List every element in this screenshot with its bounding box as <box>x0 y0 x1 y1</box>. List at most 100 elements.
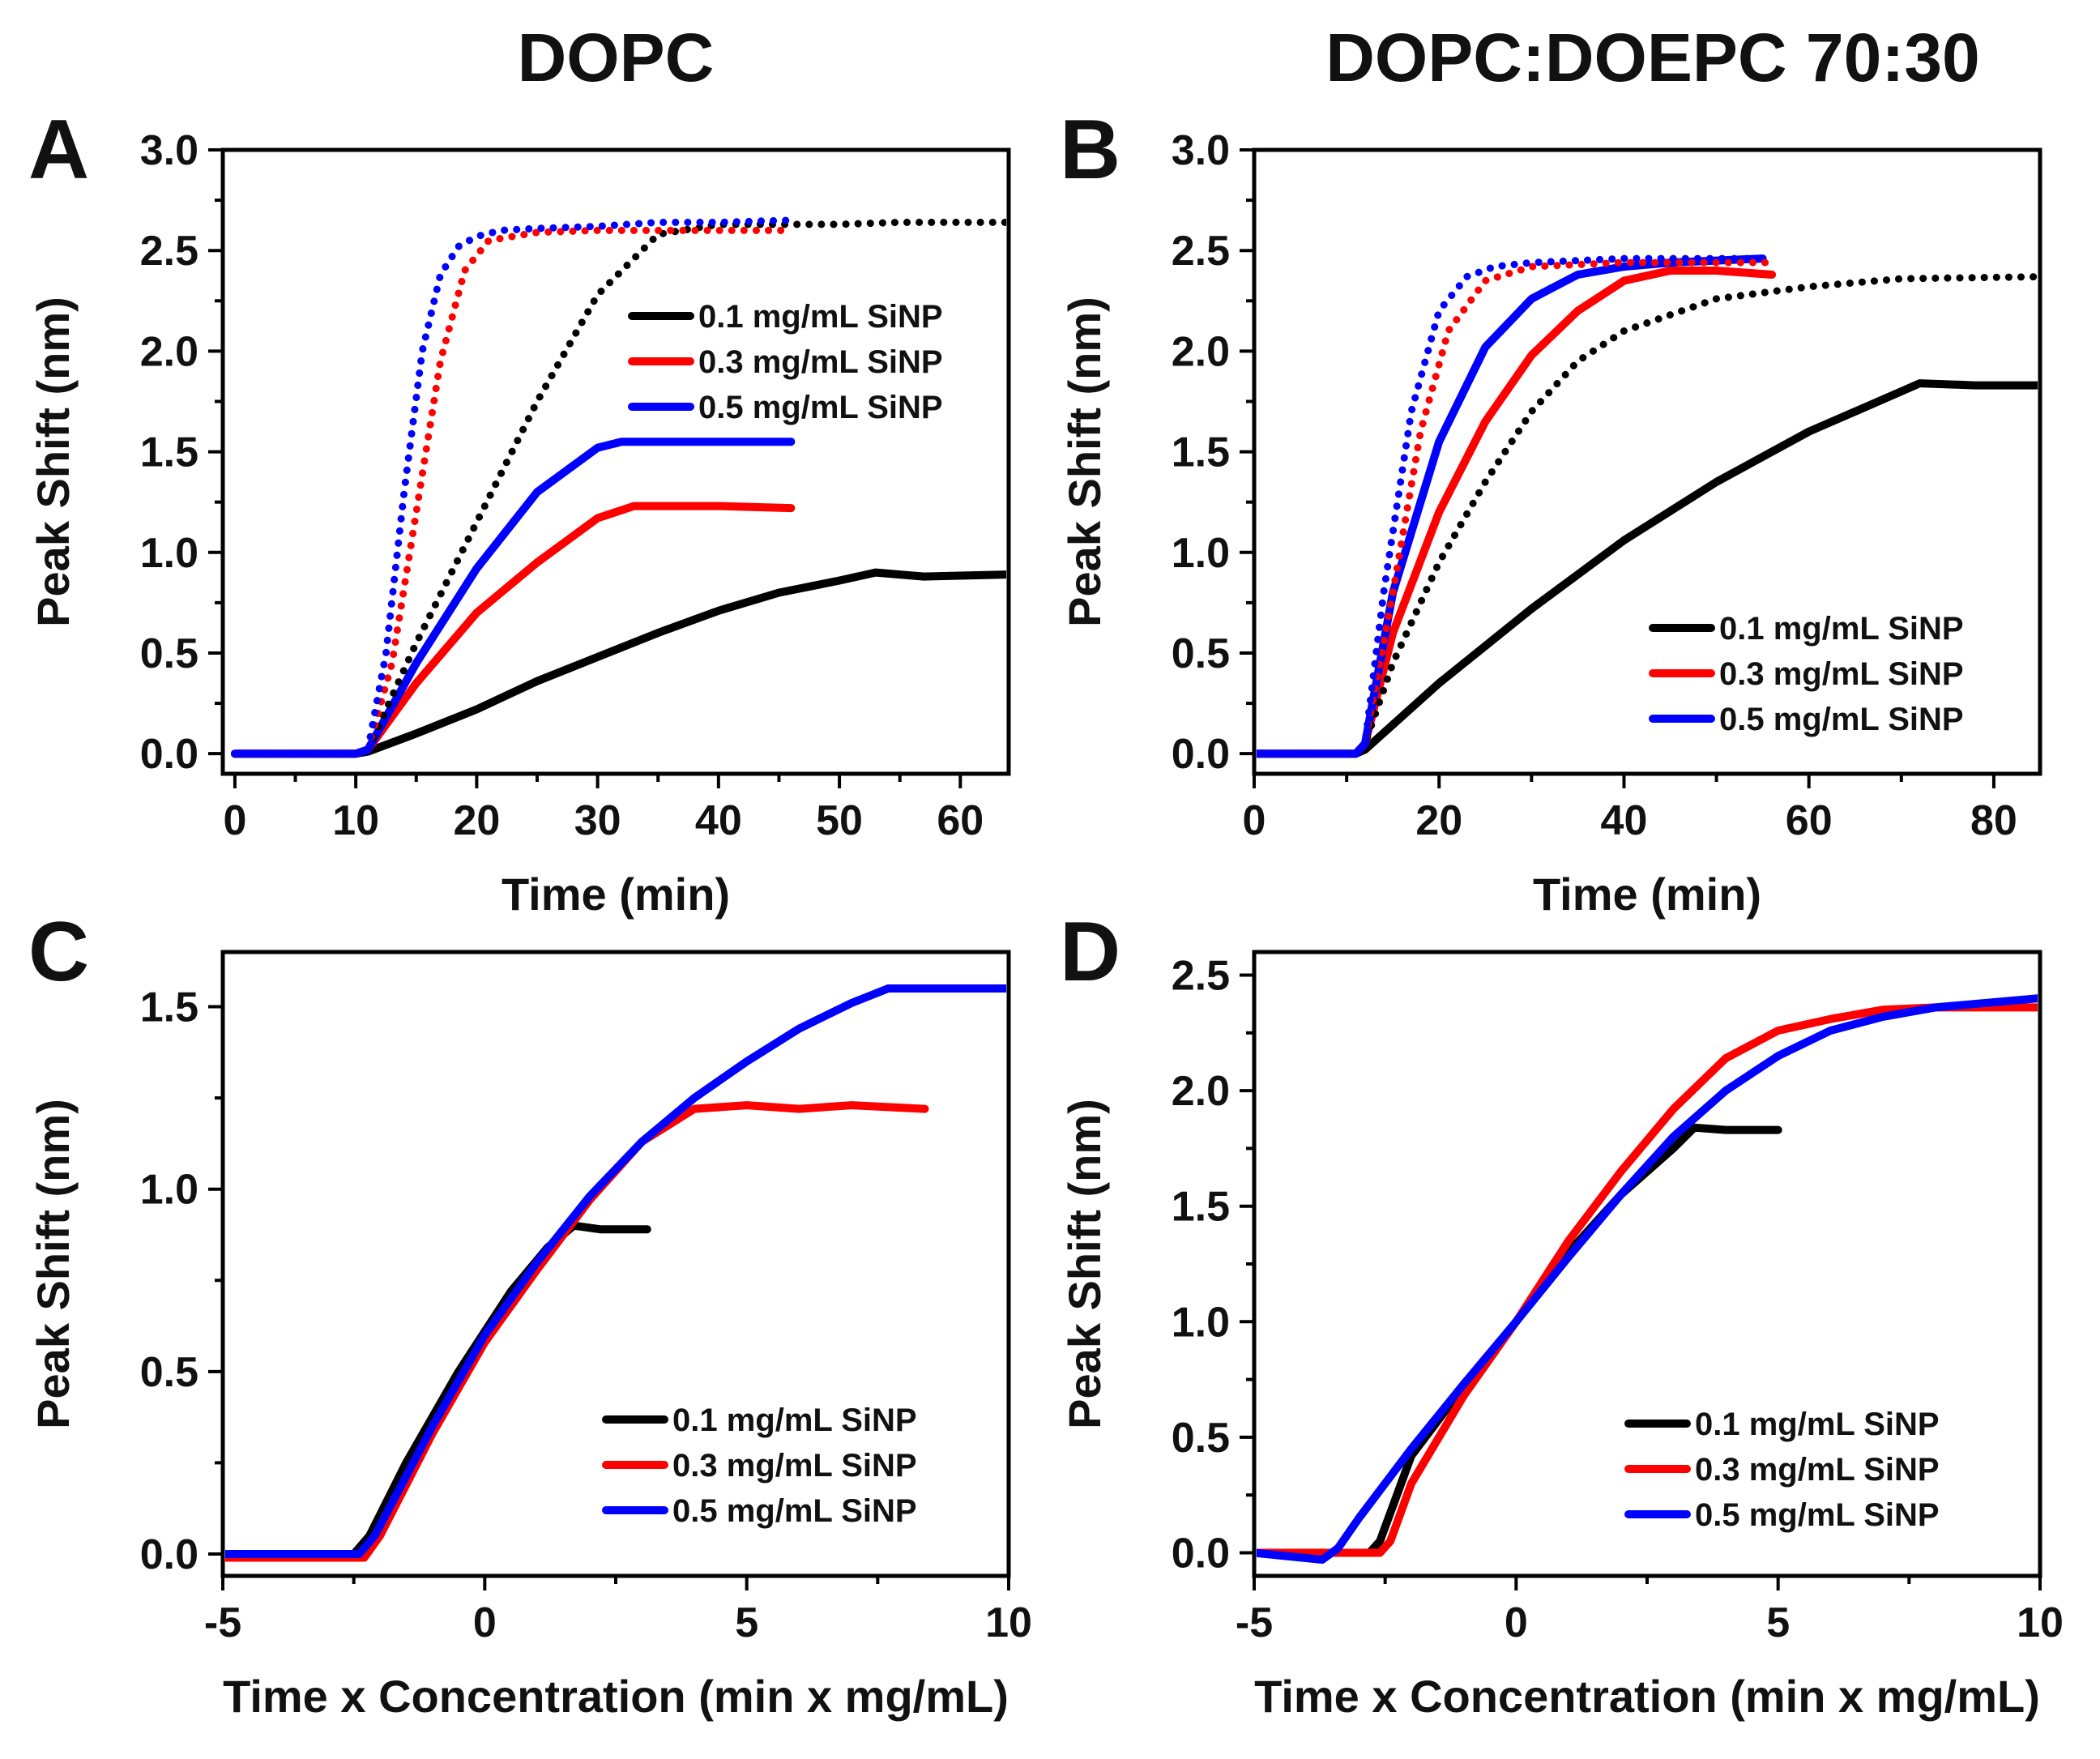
y-tick-label: 2.0 <box>1172 328 1230 375</box>
y-tick-label: 0.0 <box>1172 731 1230 778</box>
y-tick-label: 3.0 <box>140 127 198 174</box>
y-tick-label: 0.5 <box>140 630 198 677</box>
series-line-0-1-mg-ml-sinp <box>230 568 1006 758</box>
legend-label: 0.3 mg/mL SiNP <box>672 1448 917 1484</box>
y-axis-title: Peak Shift (nm) <box>1059 297 1110 627</box>
x-tick-label: 5 <box>1766 1599 1790 1646</box>
x-axis-title: Time (min) <box>502 869 730 920</box>
x-tick-label: 5 <box>735 1599 758 1646</box>
series-line-0-3-mg-ml-sinp <box>230 502 796 758</box>
x-tick-label: 10 <box>2017 1599 2064 1646</box>
legend-label: 0.3 mg/mL SiNP <box>698 344 943 380</box>
y-axis-title: Peak Shift (nm) <box>28 297 79 627</box>
y-tick-label: 2.5 <box>140 228 198 275</box>
legend: 0.1 mg/mL SiNP 0.3 mg/mL SiNP 0.5 mg/mL Si… <box>602 1403 917 1529</box>
panel-letter: A <box>28 103 89 197</box>
legend-label: 0.1 mg/mL SiNP <box>1719 611 1964 647</box>
series-dotted-0-5-mg-ml-sinp-dotted <box>231 216 795 758</box>
y-tick-label: 1.5 <box>1172 1184 1230 1231</box>
x-tick-label: 20 <box>453 797 500 844</box>
x-tick-label: 0 <box>1243 797 1266 844</box>
y-tick-label: 1.0 <box>1172 1299 1230 1346</box>
panel-letter: C <box>28 905 89 999</box>
x-tick-label: 10 <box>332 797 379 844</box>
series-line-0-3-mg-ml-sinp <box>225 1101 929 1562</box>
x-tick-label: 60 <box>1786 797 1833 844</box>
panel-letter: B <box>1060 103 1120 197</box>
legend-label: 0.5 mg/mL SiNP <box>1719 702 1964 737</box>
legend-label: 0.5 mg/mL SiNP <box>698 390 943 425</box>
y-tick-label: 0.0 <box>140 1531 198 1578</box>
y-tick-label: 3.0 <box>1172 127 1230 174</box>
x-axis-title: Time x Concentration (min x mg/mL) <box>1254 1671 2040 1722</box>
plot-area <box>1257 994 2038 1564</box>
x-tick-label: -5 <box>1236 1599 1273 1646</box>
y-tick-label: 2.0 <box>1172 1068 1230 1115</box>
x-axis-title: Time x Concentration (min x mg/mL) <box>223 1671 1009 1722</box>
y-tick-label: 0.5 <box>1172 1415 1230 1462</box>
x-tick-label: 30 <box>574 797 621 844</box>
plot-area <box>230 216 1006 758</box>
series-line-0-5-mg-ml-sinp <box>1257 994 2038 1564</box>
y-axis-title: Peak Shift (nm) <box>28 1099 79 1429</box>
x-tick-label: 60 <box>937 797 984 844</box>
plot-frame <box>220 147 1011 776</box>
series-dotted-0-3-mg-ml-sinp-dotted <box>1257 258 1776 758</box>
series-line-0-1-mg-ml-sinp <box>225 1221 651 1558</box>
x-tick-label: 0 <box>223 797 246 844</box>
y-tick-label: 1.0 <box>140 530 198 577</box>
series-dotted-0-5-mg-ml-sinp-dotted <box>1257 254 1767 758</box>
x-tick-label: 20 <box>1415 797 1462 844</box>
legend-label: 0.5 mg/mL SiNP <box>1695 1497 1940 1533</box>
series-line-0-1-mg-ml-sinp <box>1257 1123 1782 1557</box>
panel-C: C -5 0 5 10 0.0 0.5 1.0 1.5 Time x Concentration … <box>28 905 1032 1722</box>
x-tick-label: 80 <box>1970 797 2017 844</box>
legend-label: 0.3 mg/mL SiNP <box>1719 656 1964 692</box>
legend: 0.1 mg/mL SiNP 0.3 mg/mL SiNP 0.5 mg/mL Si… <box>1649 611 1964 737</box>
column-title-left: DOPC <box>518 19 715 96</box>
x-tick-label: 50 <box>816 797 863 844</box>
plot-frame <box>1252 147 2042 776</box>
x-tick-label: -5 <box>204 1599 241 1646</box>
y-tick-label: 1.5 <box>140 984 198 1031</box>
series-line-0-5-mg-ml-sinp <box>230 438 796 758</box>
legend-label: 0.1 mg/mL SiNP <box>672 1403 917 1438</box>
y-axis-title: Peak Shift (nm) <box>1059 1099 1110 1429</box>
legend: 0.1 mg/mL SiNP 0.3 mg/mL SiNP 0.5 mg/mL Si… <box>628 299 943 425</box>
y-tick-label: 0.5 <box>1172 630 1230 677</box>
y-tick-label: 1.5 <box>1172 429 1230 476</box>
x-tick-label: 40 <box>1601 797 1648 844</box>
series-line-0-3-mg-ml-sinp <box>1257 267 1777 758</box>
series-line-0-3-mg-ml-sinp <box>1257 1003 2038 1557</box>
column-title-right: DOPC:DOEPC 70:30 <box>1325 19 1980 96</box>
panels: A0 10 20 30 40 50 600.00.51.01.52.02.53.0Time … <box>28 103 2064 1722</box>
legend-label: 0.3 mg/mL SiNP <box>1695 1452 1940 1488</box>
legend-label: 0.5 mg/mL SiNP <box>672 1493 917 1529</box>
legend: 0.1 mg/mL SiNP 0.3 mg/mL SiNP 0.5 mg/mL Si… <box>1624 1407 1940 1533</box>
y-tick-label: 1.5 <box>140 429 198 476</box>
series-line-0-5-mg-ml-sinp <box>225 984 1006 1558</box>
x-axis-title: Time (min) <box>1533 869 1761 920</box>
y-tick-label: 0.0 <box>1172 1530 1230 1577</box>
y-tick-label: 0.0 <box>140 731 198 778</box>
series-line-0-5-mg-ml-sinp <box>1257 254 1767 758</box>
plot-area <box>1257 254 2038 758</box>
y-tick-label: 0.5 <box>140 1349 198 1396</box>
series-dotted-0-1-mg-ml-sinp-dotted <box>1257 273 2038 758</box>
y-tick-label: 1.0 <box>1172 530 1230 577</box>
panel-letter: D <box>1060 905 1120 999</box>
panel-B: B 0 20 40 60 80 0.0 0.5 1.0 1.5 2.0 2.5 3.0 Time (min… <box>1059 103 2042 920</box>
x-tick-label: 0 <box>473 1599 497 1646</box>
panel-D: D -5 0 5 10 0.0 0.5 1.0 1.5 2.0 2.5 Time x Concentr… <box>1059 905 2064 1722</box>
legend-label: 0.1 mg/mL SiNP <box>1695 1407 1940 1442</box>
x-tick-label: 10 <box>985 1599 1032 1646</box>
y-tick-label: 2.5 <box>1172 228 1230 275</box>
x-tick-label: 0 <box>1505 1599 1528 1646</box>
y-tick-label: 1.0 <box>140 1167 198 1214</box>
legend-label: 0.1 mg/mL SiNP <box>698 299 943 335</box>
x-tick-label: 40 <box>695 797 742 844</box>
y-tick-label: 2.0 <box>140 328 198 375</box>
panel-A: A 0 10 20 30 40 50 60 0.0 0.5 1.0 1.5 2.0 2.5 3.0 Time … <box>28 103 1011 920</box>
plot-area <box>225 984 1006 1562</box>
